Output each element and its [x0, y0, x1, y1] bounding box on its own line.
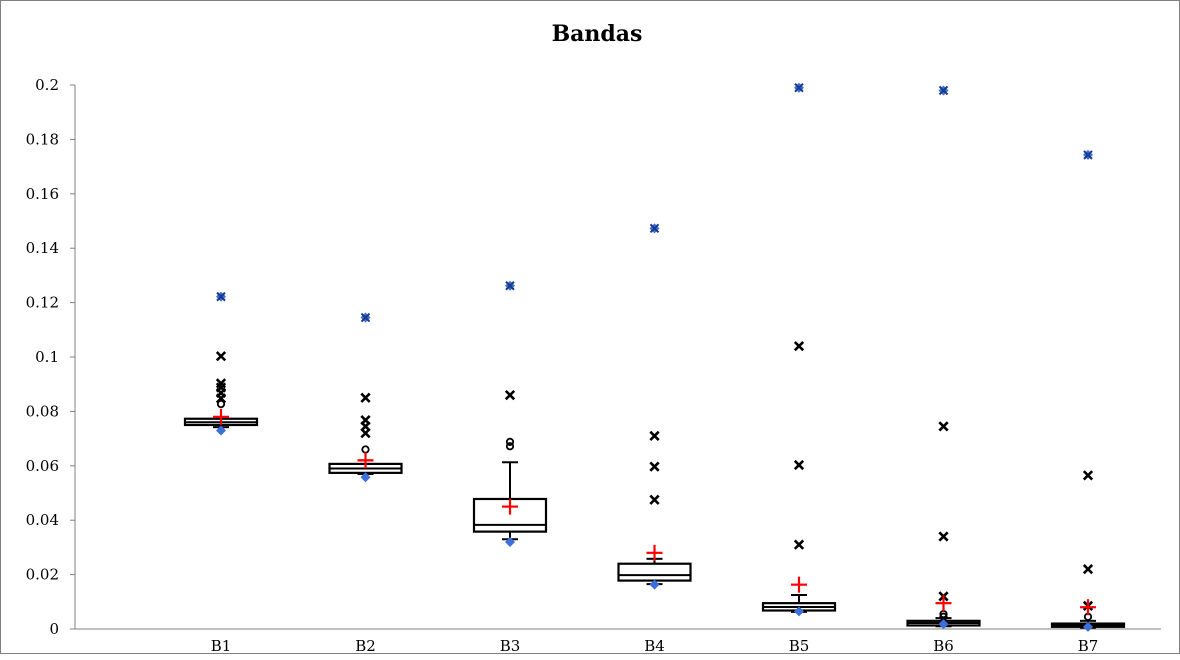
max-marker	[360, 312, 371, 323]
y-tick-label: 0.12	[26, 294, 59, 312]
y-tick-label: 0.18	[26, 130, 59, 148]
outlier-x-stroke	[504, 389, 516, 401]
axes: 0 0.02 0.04 0.06 0.08 0.1 0.12 0.14 0.16 0.18 0.2 B…	[26, 76, 1161, 655]
y-tick-label: 0.08	[26, 402, 59, 420]
outlier-x-stroke	[649, 494, 660, 505]
outlier-x-stroke	[215, 351, 227, 362]
y-tick-label: 0	[49, 620, 59, 638]
max-marker	[216, 291, 226, 302]
mean-marker	[935, 595, 952, 612]
outlier-x-stroke	[360, 428, 371, 439]
outlier-x-stroke	[1082, 470, 1094, 481]
y-tick-label: 0.14	[26, 239, 59, 257]
outlier-circle	[505, 442, 515, 451]
max-x-stroke	[216, 291, 226, 302]
max-marker	[505, 280, 515, 291]
outlier-x	[1082, 470, 1094, 481]
outlier-x	[649, 430, 660, 441]
outlier-x	[215, 351, 227, 362]
x-tick-label: B6	[933, 637, 954, 655]
max-marker	[794, 82, 804, 93]
min-marker	[360, 472, 371, 483]
outlier-x-stroke	[938, 531, 949, 542]
mean-marker	[646, 544, 663, 561]
outlier-circle	[216, 399, 226, 409]
mean-marker	[791, 576, 807, 593]
outlier-x	[793, 341, 805, 352]
x-tick-label: B3	[500, 637, 521, 655]
y-tick-label: 0.04	[26, 511, 59, 529]
min-marker	[216, 425, 226, 436]
outlier-x	[793, 459, 805, 471]
max-x-stroke	[1083, 150, 1093, 160]
y-tick-label: 0.16	[26, 185, 59, 203]
data-marks	[183, 82, 1126, 632]
mean-marker	[1080, 599, 1096, 616]
mean-marker	[213, 408, 229, 425]
outlier-circle	[361, 445, 370, 454]
y-tick-label: 0.1	[35, 348, 59, 366]
y-tick-label: 0.06	[26, 457, 59, 475]
max-x-stroke	[360, 312, 371, 323]
max-x-stroke	[938, 85, 949, 96]
outlier-x-stroke	[938, 421, 949, 432]
outlier-x	[649, 494, 660, 505]
max-x-stroke	[505, 281, 515, 291]
outlier-circle	[505, 437, 515, 446]
y-tick-label: 0.02	[26, 566, 59, 584]
mean-marker	[357, 452, 374, 469]
y-tick-label: 0.2	[35, 76, 59, 94]
outlier-x	[938, 421, 949, 432]
outlier-x	[938, 531, 949, 542]
mean-marker	[502, 498, 518, 515]
outlier-x	[360, 392, 371, 403]
max-marker	[1083, 149, 1093, 160]
outlier-x-stroke	[793, 459, 805, 471]
chart-title: Bandas	[552, 21, 643, 47]
outlier-x	[649, 461, 660, 472]
outlier-x	[504, 389, 516, 401]
outlier-x-stroke	[360, 392, 371, 403]
outlier-x	[360, 428, 371, 439]
min-marker	[649, 579, 660, 590]
min-marker	[505, 536, 515, 547]
min-marker	[794, 606, 804, 617]
min-marker	[1083, 621, 1093, 632]
box-iqr	[617, 562, 692, 582]
x-tick-label: B1	[211, 637, 232, 655]
outlier-x	[1082, 564, 1094, 575]
outlier-x-stroke	[793, 539, 805, 550]
outlier-x	[793, 539, 805, 550]
x-tick-label: B4	[644, 637, 665, 655]
min-marker	[938, 619, 949, 630]
max-marker	[938, 85, 949, 96]
outlier-x-stroke	[793, 341, 805, 352]
max-x-stroke	[794, 83, 804, 93]
outlier-x-stroke	[649, 430, 660, 441]
outlier-x-stroke	[649, 461, 660, 472]
x-tick-label: B2	[355, 637, 376, 655]
max-marker	[649, 223, 660, 234]
x-tick-label: B5	[789, 637, 810, 655]
x-tick-label: B7	[1078, 637, 1099, 655]
outlier-x-stroke	[1082, 564, 1094, 575]
max-x-stroke	[649, 223, 660, 234]
